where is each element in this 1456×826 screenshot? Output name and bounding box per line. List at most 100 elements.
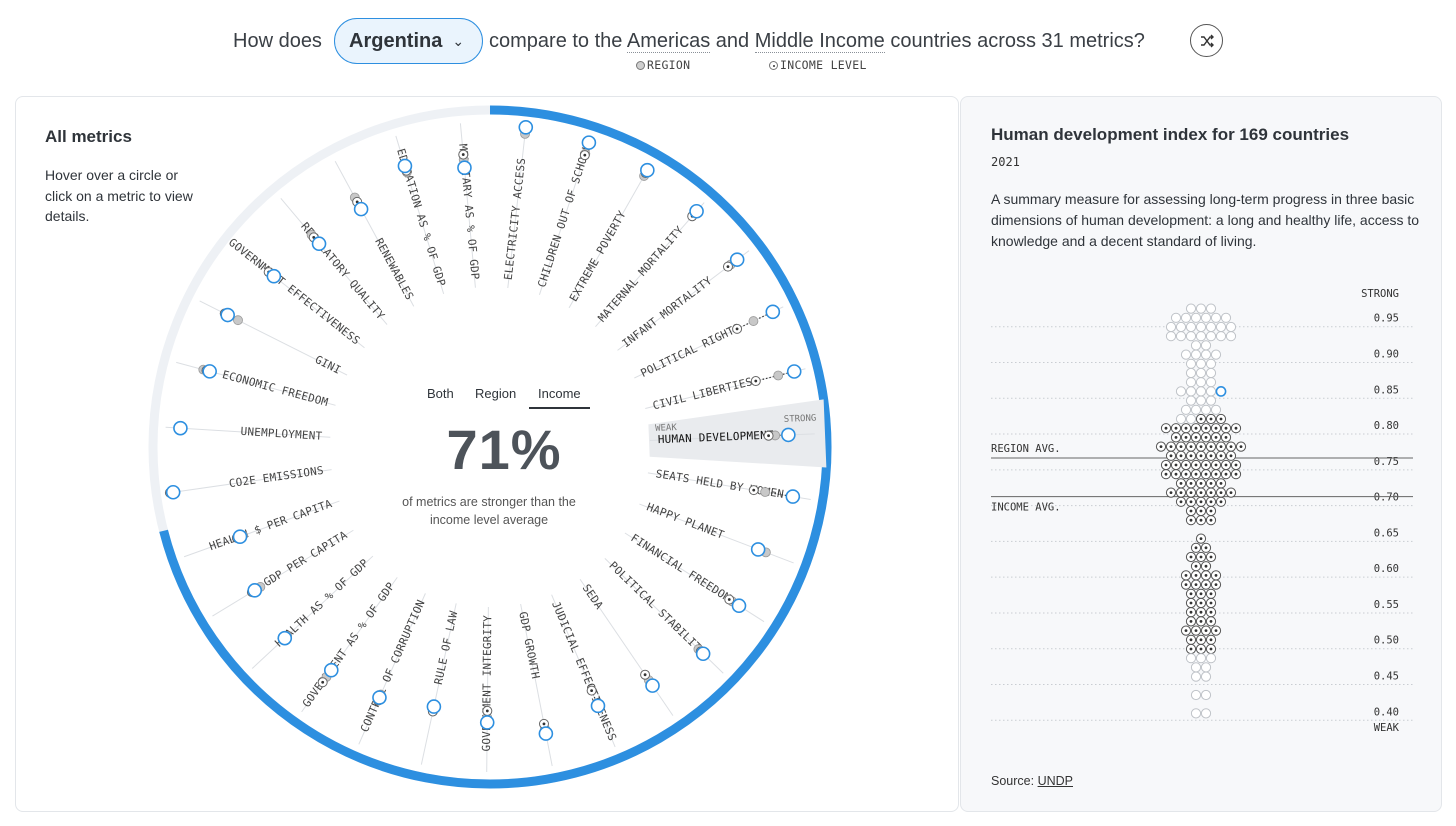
metric-spoke[interactable]: MILITARY AS % OF GDP [456,123,482,288]
country-dot [1215,331,1227,342]
spoke-line [234,245,365,349]
country-dot [1200,708,1212,719]
income-dot-center [1184,436,1188,439]
spoke-line [301,577,398,713]
question-header: How does Argentina ⌄ compare to the Amer… [0,18,1456,78]
tab-income[interactable]: Income [529,386,590,409]
metric-spoke[interactable]: REGULATORY QUALITY [280,197,388,325]
income-dot-center [1199,610,1203,614]
income-dot-center [726,265,730,269]
country-dot [590,698,606,714]
income-dot-center [1189,454,1193,458]
shuffle-button[interactable] [1190,24,1223,57]
big-percent: 71% [446,418,562,481]
country-dot [1210,312,1222,323]
metric-spoke[interactable]: UNEMPLOYMENT [165,420,331,443]
metric-spoke[interactable]: ECONOMIC FREEDOM [176,361,336,409]
country-dot [1210,404,1222,415]
metric-spoke[interactable]: GOVERNMENT INTEGRITY [479,606,495,772]
income-dot-center [754,379,758,383]
metric-label: HUMAN DEVELOPMENT [658,428,775,446]
source-link[interactable]: UNDP [1037,774,1073,788]
income-dot-center [1189,592,1193,596]
income-dot-center [1204,583,1208,586]
spoke-line [251,555,374,669]
country-dot [1190,671,1202,682]
region-dot [748,316,759,326]
region-term[interactable]: Americas [626,30,711,53]
country-dot [202,364,217,379]
income-dot-center [1199,537,1203,540]
metric-spoke[interactable]: ELECTRICITY ACCESS [502,119,534,289]
income-dot-center [1234,463,1238,467]
spoke-line [579,578,674,716]
country-dot [1200,349,1212,360]
country-dot [1225,321,1237,333]
income-dot-center [1209,417,1213,421]
country-select[interactable]: Argentina ⌄ [334,18,483,64]
income-dot-center [1189,491,1193,494]
country-dot [323,662,339,678]
metric-spoke[interactable]: SEATS HELD BY WOMEN [647,467,811,504]
beeswarm-chart: STRONG WEAK 0.95 0.90 0.85 0.80 0.75 0.70 0.65 0.… [991,288,1413,734]
metric-spoke[interactable]: CIVIL LIBERTIES [645,364,806,412]
country-dot [165,484,181,500]
region-dot [760,487,771,497]
income-dot-center [1209,647,1213,651]
income-dot-center [1169,445,1173,448]
metric-spoke[interactable]: CO2E EMISSIONS [164,464,332,500]
metric-label: ECONOMIC FREEDOM [221,368,330,409]
country-dot [1190,312,1202,323]
metric-spoke[interactable]: GDP GROWTH [516,603,554,767]
income-dot-center [1189,445,1193,448]
y-tick-label: 0.40 [1374,706,1399,718]
country-dot [1205,367,1217,379]
country-dot [785,489,801,504]
country-dot [695,646,711,662]
metric-spoke[interactable]: JUDICIAL EFFECTIVENESS [549,594,619,748]
income-dot-center [1224,463,1228,467]
region-legend-label: REGION [647,58,691,72]
income-dot-center [1174,463,1178,467]
question-and: and [715,30,750,52]
income-dot-center [1199,647,1203,651]
country-dot [750,542,766,557]
country-dot [581,135,597,150]
income-dot-center [1194,564,1198,568]
metric-label: SEDA [580,582,606,612]
metric-description: A summary measure for assessing long-ter… [991,191,1420,249]
chevron-down-icon: ⌄ [452,32,465,49]
income-dot-center [1199,592,1203,596]
country-dot [1185,331,1197,342]
y-tick-label: 0.50 [1374,635,1399,647]
income-dot-center [1199,445,1203,448]
metric-spoke[interactable]: GOVERNMENT EFFECTIVENESS [226,236,365,349]
tab-both[interactable]: Both [427,386,454,401]
country-dot [1175,413,1187,425]
spoke-line [280,197,388,325]
metric-title: Human development index for 169 countrie… [991,125,1350,144]
tab-region[interactable]: Region [475,386,517,401]
country-dot [457,160,472,176]
country-dot [1220,312,1232,323]
country-dot [518,119,534,135]
question-rest: compare to the Americas and Middle Incom… [489,30,1145,53]
income-dot-center [1189,555,1193,559]
country-dot [1185,395,1197,406]
country-dot [1195,386,1207,397]
metric-spoke[interactable]: FINANCIAL FREEDOM [624,531,765,623]
metric-label: GOVERNMENT EFFECTIVENESS [226,236,363,348]
country-dot [1205,321,1217,333]
income-term[interactable]: Middle Income [754,30,885,53]
spoke-line [358,593,426,745]
income-dot-center [1214,629,1218,632]
spoke-line [538,137,591,295]
income-dot-center [1194,574,1198,577]
income-dot-center [1234,472,1238,476]
income-dot-center [1189,500,1193,504]
income-dot-center [1199,417,1203,421]
metric-spoke[interactable]: RULE OF LAW [420,603,460,765]
country-dot [1185,386,1197,397]
income-dot-center [1184,583,1188,586]
